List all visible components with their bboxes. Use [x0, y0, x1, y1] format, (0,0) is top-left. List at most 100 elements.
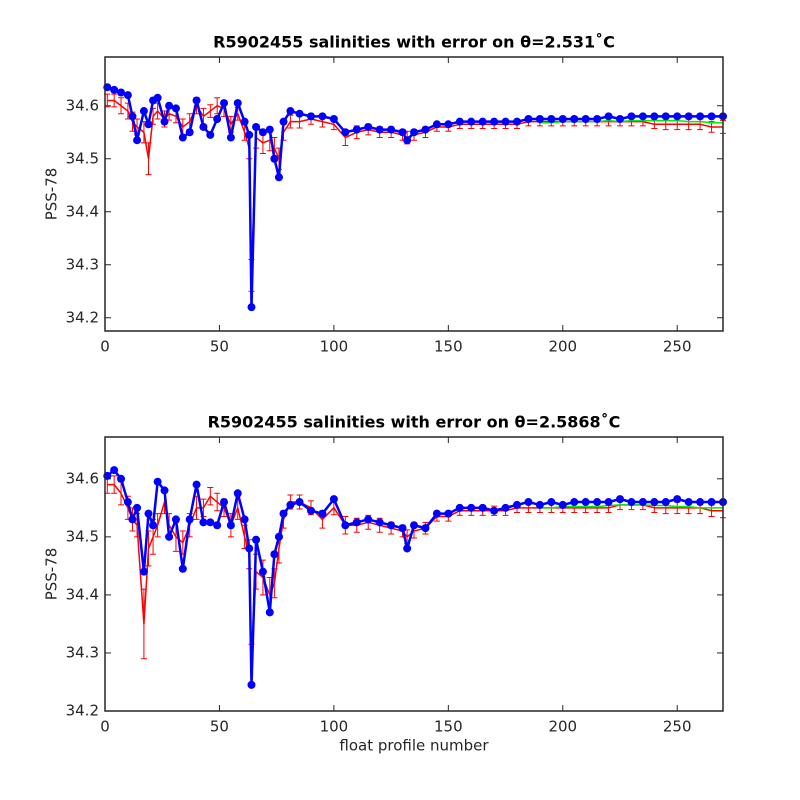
data-point: [467, 117, 476, 126]
data-point: [581, 498, 590, 507]
data-point: [684, 498, 693, 507]
data-point: [185, 515, 194, 524]
data-point: [133, 503, 142, 512]
data-point: [149, 521, 158, 530]
data-point: [240, 515, 249, 524]
x-tick-label: 100: [320, 338, 349, 356]
data-point: [673, 495, 682, 504]
data-point: [270, 154, 279, 163]
plot-area: [105, 57, 723, 331]
data-point: [123, 498, 132, 507]
data-point: [403, 136, 412, 145]
data-point: [265, 608, 274, 617]
data-point: [593, 498, 602, 507]
data-point: [185, 128, 194, 137]
data-point: [199, 122, 208, 131]
data-point: [410, 521, 418, 530]
data-point: [570, 115, 579, 124]
data-point: [444, 509, 453, 518]
data-point: [192, 96, 201, 105]
y-tick-label: 34.4: [66, 202, 99, 220]
data-point: [547, 498, 556, 507]
data-point: [252, 535, 261, 544]
data-point: [616, 495, 624, 504]
x-tick-label: 150: [434, 338, 463, 356]
data-point: [233, 99, 242, 108]
data-point: [213, 521, 222, 530]
data-point: [128, 112, 137, 121]
data-point: [638, 112, 647, 121]
data-point: [638, 498, 647, 507]
y-tick-label: 34.6: [66, 96, 99, 114]
data-point: [501, 503, 510, 512]
data-point: [410, 128, 418, 137]
x-tick-label: 250: [663, 338, 692, 356]
data-point: [123, 91, 132, 100]
data-point: [455, 503, 464, 512]
data-point: [178, 564, 187, 573]
data-point: [387, 521, 396, 530]
data-point: [144, 120, 153, 129]
data-point: [286, 107, 295, 116]
x-tick-label: 0: [100, 338, 110, 356]
data-point: [252, 122, 261, 131]
data-point: [192, 480, 201, 489]
data-point: [593, 115, 602, 124]
data-point: [352, 518, 361, 527]
data-point: [265, 125, 274, 134]
data-point: [199, 518, 208, 527]
x-tick-label: 200: [548, 718, 577, 736]
series-line: [107, 483, 723, 666]
data-point: [160, 486, 169, 495]
data-point: [403, 544, 412, 553]
data-point: [661, 498, 670, 507]
data-point: [570, 498, 579, 507]
x-tick-label: 50: [210, 338, 229, 356]
data-point: [144, 509, 153, 518]
data-point: [490, 117, 499, 126]
data-point: [341, 128, 350, 137]
data-point: [240, 117, 249, 126]
data-point: [421, 125, 430, 134]
data-point: [444, 120, 453, 129]
data-point: [581, 115, 590, 124]
data-point: [432, 509, 441, 518]
data-point: [375, 125, 384, 134]
data-point: [220, 498, 229, 507]
data-point: [696, 498, 705, 507]
chart-title: R5902455 salinities with error on θ=2.58…: [208, 413, 621, 432]
data-point: [547, 115, 556, 124]
y-tick-label: 34.5: [66, 527, 99, 545]
data-point: [295, 498, 304, 507]
data-point: [110, 85, 119, 94]
data-point: [153, 93, 162, 102]
data-point: [258, 128, 267, 137]
data-point: [245, 130, 254, 139]
data-point: [398, 524, 407, 533]
series-line: [539, 119, 723, 124]
data-point: [318, 509, 327, 518]
axes-box: [104, 436, 724, 712]
data-point: [165, 101, 174, 110]
data-point: [171, 104, 180, 113]
data-point: [178, 133, 187, 142]
data-point: [206, 130, 215, 139]
data-point: [171, 515, 180, 524]
data-point: [707, 498, 716, 507]
data-point: [139, 567, 148, 576]
data-point: [213, 115, 222, 124]
data-point: [274, 532, 283, 541]
data-point: [233, 489, 242, 498]
data-point: [535, 500, 544, 509]
data-point: [398, 128, 407, 137]
data-point: [128, 515, 137, 524]
data-point: [627, 498, 636, 507]
data-point: [270, 550, 279, 559]
data-point: [295, 109, 304, 118]
data-point: [490, 506, 499, 515]
data-point: [329, 495, 338, 504]
data-point: [274, 173, 283, 182]
data-point: [160, 117, 169, 126]
y-tick-label: 34.6: [66, 469, 99, 487]
